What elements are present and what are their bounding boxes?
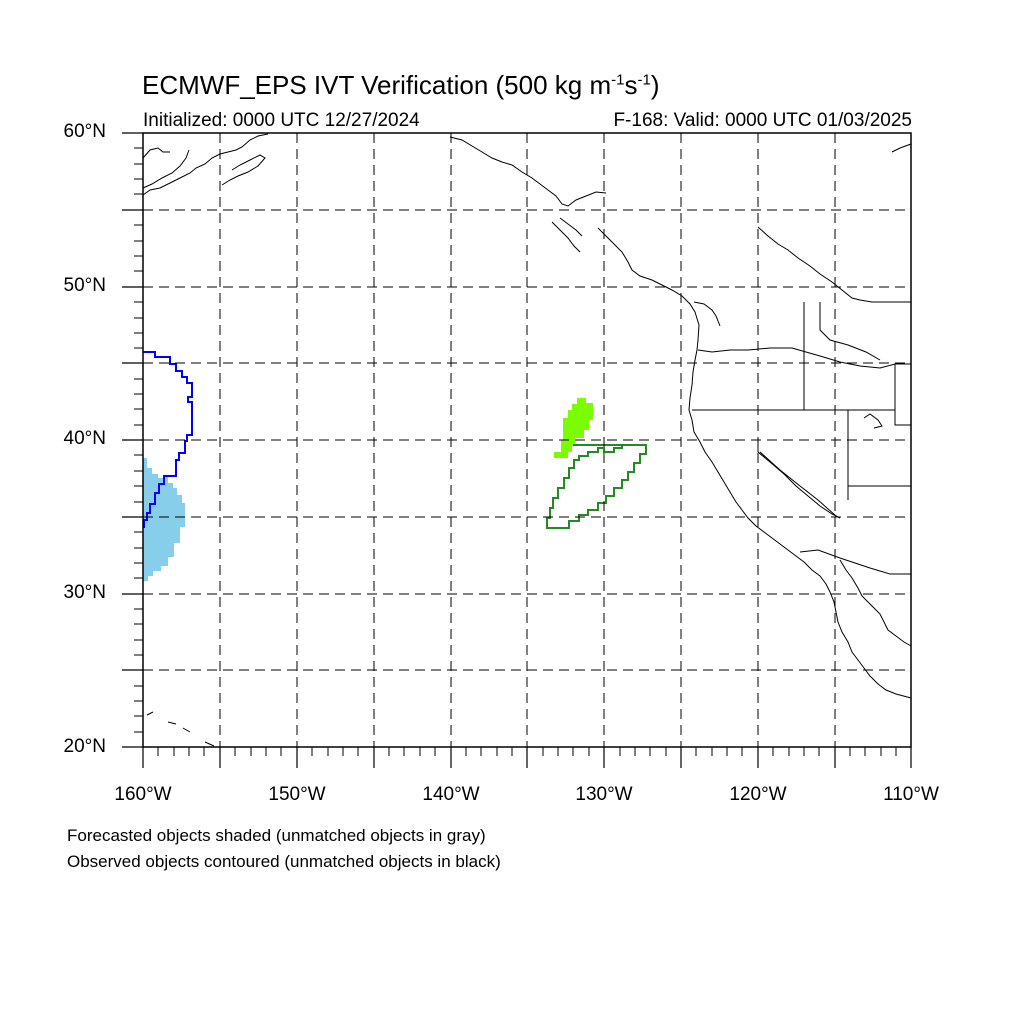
valid-time: F-168: Valid: 0000 UTC 01/03/2025	[613, 110, 912, 131]
lon-label-130w: 130°W	[575, 784, 633, 805]
lon-label-150w: 150°W	[268, 784, 326, 805]
lat-label-60: 60°N	[63, 121, 106, 142]
lat-label-40: 40°N	[63, 428, 106, 449]
lon-label-160w: 160°W	[114, 784, 172, 805]
lat-label-20: 20°N	[63, 736, 106, 757]
map-title: ECMWF_EPS IVT Verification (500 kg m-1s-…	[142, 70, 660, 100]
lon-label-120w: 120°W	[729, 784, 787, 805]
forecast-object-pacific	[554, 398, 593, 458]
observed-objects	[143, 351, 647, 529]
lon-label-140w: 140°W	[422, 784, 480, 805]
forecast-object-west	[143, 458, 185, 581]
lat-label-50: 50°N	[63, 275, 106, 296]
forecast-note: Forecasted objects shaded (unmatched obj…	[67, 826, 486, 845]
initialized-time: Initialized: 0000 UTC 12/27/2024	[143, 110, 420, 131]
graticule	[143, 133, 911, 747]
minor-ticks	[134, 147, 897, 756]
coastlines	[142, 133, 912, 747]
lat-label-30: 30°N	[63, 582, 106, 603]
observed-note: Observed objects contoured (unmatched ob…	[67, 852, 501, 871]
forecast-objects	[143, 398, 593, 581]
observed-object-west	[143, 351, 193, 528]
lon-label-110w: 110°W	[883, 784, 939, 805]
ticks	[122, 132, 912, 768]
observed-object-pacific	[546, 444, 647, 529]
